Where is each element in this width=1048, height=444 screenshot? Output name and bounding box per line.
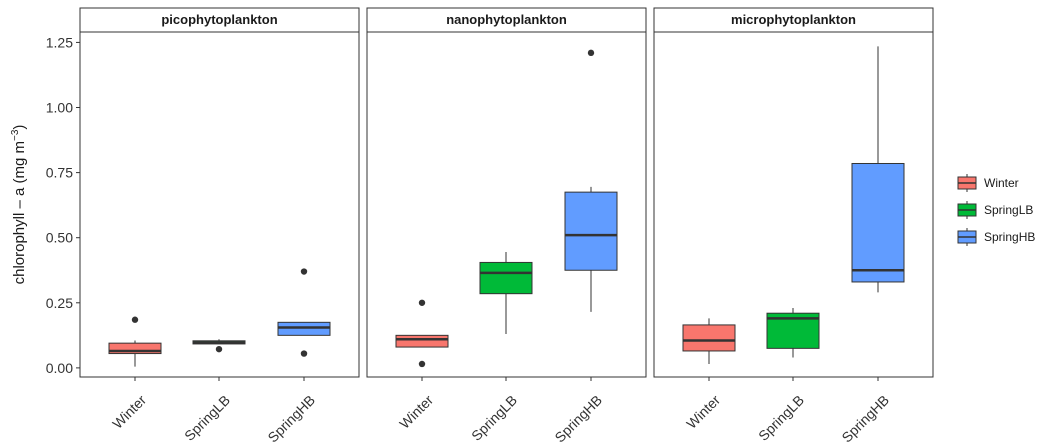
y-axis-title-close: ) (11, 125, 28, 130)
y-tick-label: 0.75 (46, 165, 73, 181)
y-tick-label: 0.50 (46, 230, 73, 246)
x-tick-label: SpringHB (264, 392, 318, 444)
legend-entry-SpringHB: SpringHB (957, 228, 1035, 246)
legend-entry-Winter: Winter (957, 174, 1019, 192)
outlier-point (300, 350, 308, 357)
y-axis-title-sup: −3 (10, 129, 21, 141)
legend-label: SpringLB (984, 203, 1033, 217)
box-body (564, 191, 618, 271)
y-axis-title-main: chlorophyll – a (mg m (11, 141, 28, 284)
y-tick-label: 1.00 (46, 100, 73, 116)
box-Winter (108, 316, 162, 367)
box-SpringLB (766, 308, 820, 358)
panel-picophytoplankton: picophytoplankton Winter SpringLB SpringHB (79, 7, 360, 444)
x-tick-label: SpringLB (755, 392, 807, 444)
box-body (682, 324, 736, 352)
x-tick-label: Winter (109, 392, 149, 432)
box-SpringLB (479, 252, 533, 335)
outlier-point (215, 345, 223, 353)
panel-microphytoplankton: microphytoplankton Winter SpringLB SpringHB (653, 7, 934, 444)
y-tick-label: 1.25 (46, 34, 73, 50)
outlier-point (418, 360, 426, 368)
box-SpringLB (192, 339, 246, 353)
outlier-point (587, 49, 595, 57)
y-axis-title: chlorophyll – a (mg m−3) (10, 125, 28, 285)
y-axis: 0.00 0.25 0.50 0.75 1.00 1.25 (46, 34, 80, 376)
x-tick-label: SpringLB (181, 392, 233, 444)
panel-title: microphytoplankton (731, 12, 856, 27)
outlier-point (300, 268, 308, 275)
x-tick-label: Winter (683, 392, 723, 432)
panel-title: nanophytoplankton (446, 12, 567, 27)
y-tick-label: 0.00 (46, 360, 73, 376)
box-Winter (682, 318, 736, 364)
legend-entry-SpringLB: SpringLB (957, 201, 1033, 219)
box-SpringHB (277, 268, 331, 357)
box-body (108, 342, 162, 355)
box-body (479, 261, 533, 295)
outlier-point (418, 299, 426, 306)
panel-title: picophytoplankton (161, 12, 277, 27)
box-body (851, 162, 905, 283)
panel-strip (79, 7, 360, 33)
outlier-point (131, 316, 139, 323)
x-tick-label: SpringLB (468, 392, 520, 444)
legend-label: Winter (984, 176, 1019, 190)
panel-strip (366, 7, 647, 33)
box-SpringHB (851, 46, 905, 293)
x-tick-label: Winter (396, 392, 436, 432)
panel-plot-area (79, 31, 360, 378)
x-tick-label: SpringHB (551, 392, 605, 444)
box-Winter (395, 299, 449, 368)
legend: Winter SpringLB SpringHB (957, 174, 1035, 246)
x-tick-label: SpringHB (838, 392, 892, 444)
panel-strip (653, 7, 934, 33)
panel-nanophytoplankton: nanophytoplankton Winter SpringLB SpringHB (366, 7, 647, 444)
box-body (395, 334, 449, 348)
box-SpringHB (564, 49, 618, 312)
legend-label: SpringHB (984, 230, 1035, 244)
y-tick-label: 0.25 (46, 295, 73, 311)
box-body (277, 321, 331, 336)
